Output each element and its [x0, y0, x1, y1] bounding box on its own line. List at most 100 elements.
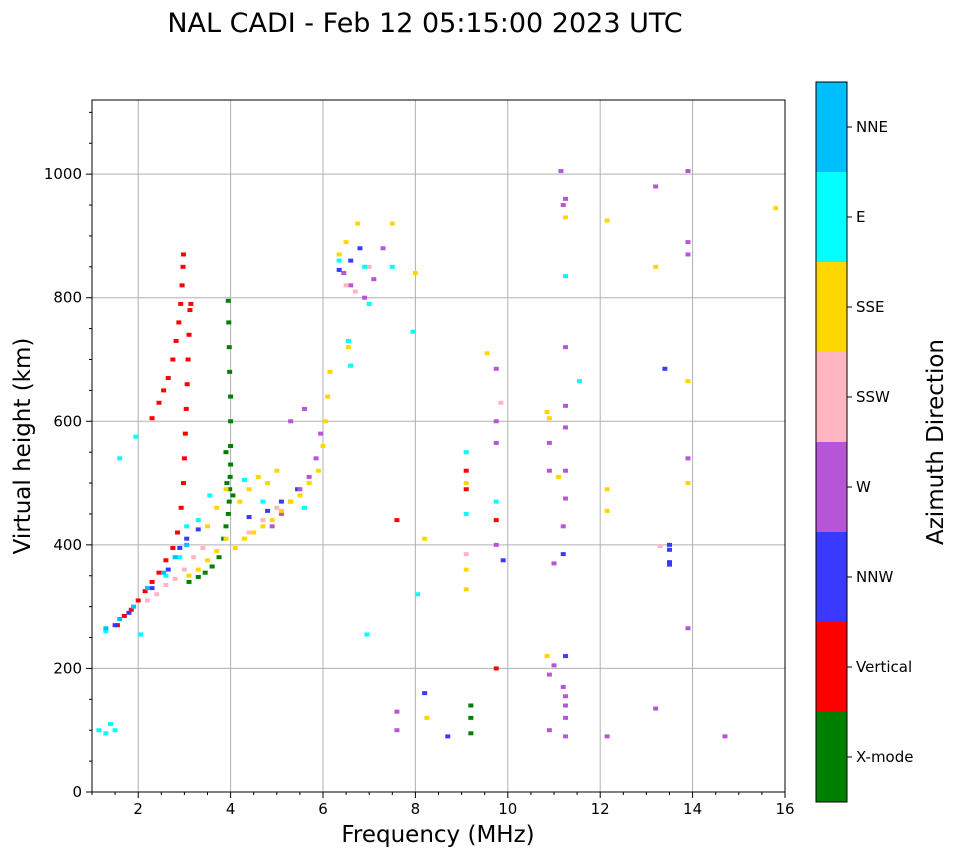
data-point: [463, 567, 469, 572]
data-point: [463, 468, 469, 473]
data-point: [112, 728, 118, 733]
data-point: [133, 434, 139, 439]
colorbar-tick-label: NNE: [856, 118, 888, 136]
data-point: [563, 274, 569, 279]
data-point: [463, 450, 469, 455]
data-point: [348, 363, 354, 368]
data-point: [560, 684, 566, 689]
data-point: [216, 555, 222, 560]
data-point: [348, 283, 354, 288]
data-point: [563, 694, 569, 699]
x-axis-label: Frequency (MHz): [341, 822, 534, 848]
data-point: [176, 320, 182, 325]
data-point: [773, 206, 779, 211]
data-point: [563, 468, 569, 473]
data-point: [463, 487, 469, 492]
data-point: [493, 419, 499, 424]
colorbar-tick-label: SSE: [856, 298, 885, 316]
data-point: [560, 524, 566, 529]
x-tick-label: 8: [411, 800, 421, 818]
data-point: [685, 240, 691, 245]
data-point: [163, 583, 169, 588]
data-point: [355, 221, 361, 226]
y-tick-label: 0: [72, 783, 82, 801]
data-point: [172, 555, 178, 560]
data-point: [278, 499, 284, 504]
data-point: [112, 623, 118, 628]
data-point: [200, 545, 206, 550]
data-point: [493, 366, 499, 371]
data-point: [205, 524, 210, 529]
data-point: [546, 440, 552, 445]
data-point: [445, 734, 451, 739]
data-point: [163, 573, 169, 578]
data-point: [336, 258, 342, 263]
data-point: [422, 536, 428, 541]
data-point: [563, 715, 569, 720]
data-point: [563, 215, 569, 220]
data-point: [183, 406, 189, 411]
data-point: [214, 549, 220, 554]
colorbar-frame: [815, 81, 848, 803]
data-point: [667, 547, 672, 552]
data-point: [546, 468, 552, 473]
data-point: [343, 283, 349, 288]
data-point: [318, 431, 324, 436]
data-point: [560, 552, 566, 557]
data-point: [322, 419, 328, 424]
data-point: [165, 567, 171, 572]
x-tick-label: 16: [775, 800, 794, 818]
colorbar-segment: [816, 352, 847, 442]
data-point: [563, 345, 569, 350]
data-point: [560, 203, 566, 208]
data-point: [195, 567, 201, 572]
data-point: [179, 283, 185, 288]
data-point: [180, 481, 186, 486]
data-point: [653, 184, 659, 189]
y-axis: 0 200 400 600 800 1000: [44, 111, 92, 801]
colorbar: X-mode Vertical NNW W SSW SSE E NNE: [815, 81, 913, 803]
data-point: [343, 240, 349, 245]
data-point: [297, 487, 303, 492]
data-point: [207, 493, 213, 498]
data-point: [556, 474, 562, 479]
data-point: [131, 604, 137, 609]
data-point: [241, 477, 247, 482]
data-point: [341, 271, 347, 275]
data-point: [463, 511, 469, 516]
data-point: [604, 487, 610, 492]
x-tick-label: 2: [133, 800, 143, 818]
data-point: [170, 357, 176, 362]
x-tick-label: 12: [591, 800, 610, 818]
data-point: [563, 496, 569, 501]
data-points: [96, 169, 779, 739]
data-point: [138, 632, 144, 637]
y-tick-label: 800: [53, 289, 82, 307]
y-tick-label: 1000: [44, 165, 82, 183]
data-point: [394, 518, 400, 523]
data-point: [546, 728, 552, 733]
data-point: [135, 598, 141, 603]
data-point: [468, 715, 474, 720]
data-point: [667, 562, 672, 567]
data-point: [228, 394, 234, 399]
data-point: [394, 728, 400, 733]
data-point: [241, 536, 247, 541]
data-point: [223, 487, 229, 492]
data-point: [265, 508, 271, 513]
data-point: [265, 481, 271, 486]
data-point: [551, 663, 557, 668]
y-axis-label: Virtual height (km): [10, 338, 36, 555]
data-point: [224, 481, 230, 486]
data-point: [422, 691, 428, 696]
plot-frame: [91, 99, 786, 793]
colorbar-segment: [816, 442, 847, 532]
data-point: [186, 579, 192, 584]
data-point: [117, 456, 123, 461]
data-point: [107, 722, 113, 727]
data-point: [246, 515, 252, 520]
data-point: [274, 468, 280, 473]
colorbar-tick-label: X-mode: [856, 748, 913, 766]
data-point: [493, 440, 499, 445]
data-point: [177, 545, 183, 550]
